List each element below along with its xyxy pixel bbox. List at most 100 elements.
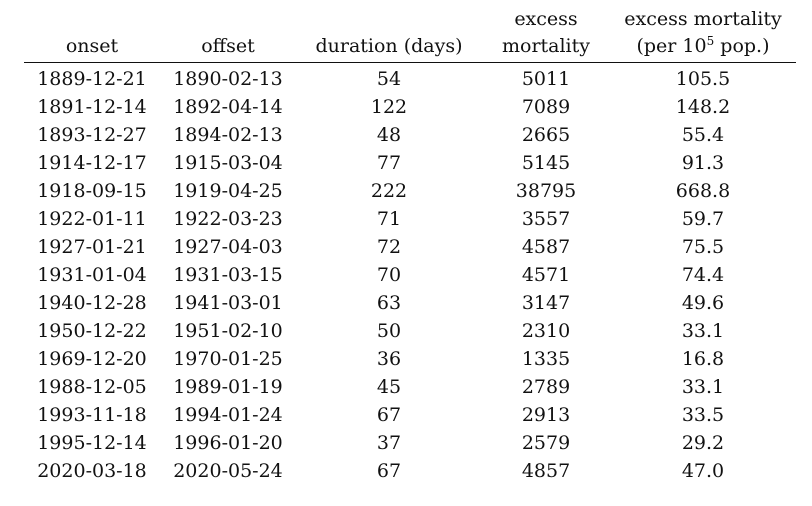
cell-offset: 1919-04-25 xyxy=(173,180,283,202)
cell-excess-mortality: 2789 xyxy=(521,376,571,398)
cell-excess-mortality: 4571 xyxy=(521,264,571,286)
cell-offset: 1994-01-24 xyxy=(173,404,283,426)
cell-offset: 1927-04-03 xyxy=(173,236,283,258)
cell-excess-rate: 105.5 xyxy=(675,68,731,90)
cell-duration: 77 xyxy=(376,152,402,174)
cell-excess-rate: 33.1 xyxy=(681,320,725,342)
header-row: onset offset duration (days) excess mort… xyxy=(24,6,796,63)
cell-onset: 1889-12-21 xyxy=(37,68,147,90)
cell-excess-rate: 55.4 xyxy=(681,124,725,146)
cell-offset: 1931-03-15 xyxy=(173,264,283,286)
table-row: 1893-12-27 1894-02-13 48 2665 55.4 xyxy=(24,121,796,149)
cell-excess-rate: 16.8 xyxy=(681,348,725,370)
cell-onset: 1891-12-14 xyxy=(37,96,147,118)
table-row: 2020-03-18 2020-05-24 67 4857 47.0 xyxy=(24,457,796,485)
epidemic-table: onset offset duration (days) excess mort… xyxy=(24,6,796,485)
cell-excess-mortality: 4587 xyxy=(521,236,571,258)
cell-offset: 1970-01-25 xyxy=(173,348,283,370)
cell-onset: 1969-12-20 xyxy=(37,348,147,370)
cell-excess-rate: 668.8 xyxy=(675,180,731,202)
cell-excess-rate: 74.4 xyxy=(681,264,725,286)
cell-excess-mortality: 4857 xyxy=(521,460,571,482)
cell-excess-rate: 33.5 xyxy=(681,404,725,426)
cell-excess-rate: 59.7 xyxy=(681,208,725,230)
table-row: 1969-12-20 1970-01-25 36 1335 16.8 xyxy=(24,345,796,373)
cell-excess-rate: 75.5 xyxy=(681,236,725,258)
header-excess-line2: mortality xyxy=(501,35,591,57)
header-onset: onset xyxy=(65,35,119,57)
table-row: 1918-09-15 1919-04-25 222 38795 668.8 xyxy=(24,177,796,205)
cell-duration: 67 xyxy=(376,460,402,482)
cell-onset: 1940-12-28 xyxy=(37,292,147,314)
cell-duration: 71 xyxy=(376,208,402,230)
cell-offset: 1989-01-19 xyxy=(173,376,283,398)
cell-onset: 1893-12-27 xyxy=(37,124,147,146)
header-excess-rate: excess mortality (per 105 pop.) xyxy=(610,6,796,63)
header-rate-line2-pre: (per 10 xyxy=(636,35,707,57)
cell-offset: 2020-05-24 xyxy=(173,460,283,482)
table-header: onset offset duration (days) excess mort… xyxy=(24,6,796,63)
cell-duration: 63 xyxy=(376,292,402,314)
table-row: 1927-01-21 1927-04-03 72 4587 75.5 xyxy=(24,233,796,261)
cell-excess-mortality: 3147 xyxy=(521,292,571,314)
cell-offset: 1951-02-10 xyxy=(173,320,283,342)
cell-offset: 1894-02-13 xyxy=(173,124,283,146)
table-row: 1993-11-18 1994-01-24 67 2913 33.5 xyxy=(24,401,796,429)
table-row: 1891-12-14 1892-04-14 122 7089 148.2 xyxy=(24,93,796,121)
cell-onset: 1922-01-11 xyxy=(37,208,147,230)
cell-excess-mortality: 2665 xyxy=(521,124,571,146)
cell-excess-mortality: 3557 xyxy=(521,208,571,230)
cell-duration: 222 xyxy=(370,180,408,202)
cell-duration: 37 xyxy=(376,432,402,454)
cell-offset: 1890-02-13 xyxy=(173,68,283,90)
cell-duration: 50 xyxy=(376,320,402,342)
cell-onset: 1918-09-15 xyxy=(37,180,147,202)
table-body: 1889-12-21 1890-02-13 54 5011 105.5 1891-12-1… xyxy=(24,63,796,486)
cell-excess-mortality: 5145 xyxy=(521,152,571,174)
cell-offset: 1922-03-23 xyxy=(173,208,283,230)
cell-excess-mortality: 2579 xyxy=(521,432,571,454)
header-offset: offset xyxy=(201,35,255,57)
cell-excess-rate: 33.1 xyxy=(681,376,725,398)
cell-onset: 1993-11-18 xyxy=(37,404,147,426)
cell-excess-mortality: 5011 xyxy=(521,68,571,90)
header-rate-line2: (per 105 pop.) xyxy=(612,33,794,60)
cell-excess-mortality: 1335 xyxy=(521,348,571,370)
table-row: 1950-12-22 1951-02-10 50 2310 33.1 xyxy=(24,317,796,345)
cell-onset: 1927-01-21 xyxy=(37,236,147,258)
cell-offset: 1941-03-01 xyxy=(173,292,283,314)
cell-excess-mortality: 2310 xyxy=(521,320,571,342)
cell-duration: 45 xyxy=(376,376,402,398)
cell-offset: 1892-04-14 xyxy=(173,96,283,118)
header-excess-mortality: excess mortality xyxy=(482,6,610,63)
cell-excess-rate: 148.2 xyxy=(675,96,731,118)
cell-excess-rate: 47.0 xyxy=(681,460,725,482)
table-row: 1914-12-17 1915-03-04 77 5145 91.3 xyxy=(24,149,796,177)
cell-excess-mortality: 38795 xyxy=(515,180,577,202)
table-row: 1922-01-11 1922-03-23 71 3557 59.7 xyxy=(24,205,796,233)
table-row: 1940-12-28 1941-03-01 63 3147 49.6 xyxy=(24,289,796,317)
cell-onset: 1914-12-17 xyxy=(37,152,147,174)
cell-duration: 36 xyxy=(376,348,402,370)
cell-duration: 122 xyxy=(370,96,408,118)
table-row: 1995-12-14 1996-01-20 37 2579 29.2 xyxy=(24,429,796,457)
table-row: 1988-12-05 1989-01-19 45 2789 33.1 xyxy=(24,373,796,401)
epidemic-table-container: onset offset duration (days) excess mort… xyxy=(24,6,796,485)
header-rate-exponent: 5 xyxy=(706,34,715,48)
cell-duration: 54 xyxy=(376,68,402,90)
header-duration: duration (days) xyxy=(315,35,463,57)
cell-onset: 1988-12-05 xyxy=(37,376,147,398)
table-row: 1931-01-04 1931-03-15 70 4571 74.4 xyxy=(24,261,796,289)
header-rate-line2-post: pop.) xyxy=(714,35,770,57)
cell-duration: 70 xyxy=(376,264,402,286)
cell-offset: 1915-03-04 xyxy=(173,152,283,174)
cell-duration: 67 xyxy=(376,404,402,426)
cell-excess-rate: 29.2 xyxy=(681,432,725,454)
cell-onset: 2020-03-18 xyxy=(37,460,147,482)
header-excess-line1: excess xyxy=(514,8,578,30)
cell-offset: 1996-01-20 xyxy=(173,432,283,454)
cell-excess-rate: 49.6 xyxy=(681,292,725,314)
cell-onset: 1931-01-04 xyxy=(37,264,147,286)
cell-excess-mortality: 7089 xyxy=(521,96,571,118)
cell-duration: 72 xyxy=(376,236,402,258)
